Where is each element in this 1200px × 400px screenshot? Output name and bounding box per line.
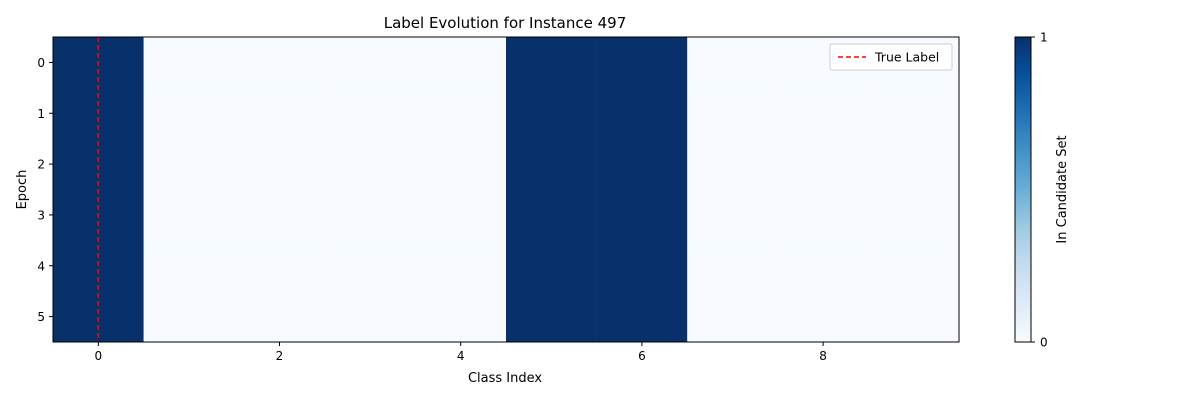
- heatmap-cell: [143, 37, 235, 89]
- y-tick-label: 5: [37, 310, 45, 324]
- legend-box: [829, 43, 953, 71]
- x-tick-label: 4: [457, 349, 465, 363]
- y-tick-label: 4: [37, 259, 45, 273]
- heatmap-cell: [596, 138, 688, 190]
- colorbar: 01 In Candidate Set: [1014, 31, 1070, 350]
- heatmap-cell: [234, 240, 326, 292]
- heatmap-cell: [777, 240, 869, 292]
- heatmap-cell: [868, 240, 960, 292]
- heatmap-cell: [324, 189, 416, 241]
- x-tick-label: 6: [638, 349, 646, 363]
- heatmap-cell: [596, 189, 688, 241]
- heatmap-cell: [506, 291, 597, 343]
- heatmap-cell: [234, 189, 326, 241]
- y-tick-label: 1: [37, 107, 45, 121]
- y-tick-label: 2: [37, 158, 45, 172]
- heatmap-cell: [777, 138, 869, 190]
- heatmap-cell: [868, 291, 960, 343]
- heatmap-cell: [596, 240, 688, 292]
- colorbar-label: In Candidate Set: [1055, 135, 1070, 243]
- heatmap-cell: [506, 240, 597, 292]
- heatmap-cell: [415, 37, 507, 89]
- heatmap-cell: [506, 189, 597, 241]
- colorbar-ticks: 01: [1031, 31, 1048, 350]
- heatmap-cell: [687, 37, 779, 89]
- x-tick-label: 2: [276, 349, 284, 363]
- colorbar-tick-label: 1: [1040, 31, 1048, 45]
- x-axis-ticks: 0 2 4 6 8: [94, 342, 827, 363]
- heatmap-cell: [506, 138, 597, 190]
- heatmap-cell: [868, 189, 960, 241]
- heatmap-cell: [687, 87, 779, 139]
- y-tick-label: 3: [37, 208, 45, 222]
- heatmap-cell: [777, 189, 869, 241]
- plot-frame: [52, 36, 960, 343]
- heatmap-cells: [53, 37, 960, 343]
- heatmap-cell: [777, 291, 869, 343]
- heatmap-cell: [143, 240, 235, 292]
- heatmap-cell: [687, 189, 779, 241]
- heatmap-cell: [324, 291, 416, 343]
- colorbar-gradient: [1014, 36, 1032, 343]
- heatmap-cell: [143, 87, 235, 139]
- heatmap-cell: [506, 87, 597, 139]
- heatmap-cell: [596, 291, 688, 343]
- heatmap-cell: [415, 138, 507, 190]
- heatmap-cell: [234, 37, 326, 89]
- heatmap-cell: [324, 240, 416, 292]
- x-tick-label: 0: [94, 349, 102, 363]
- colorbar-tick-label: 0: [1040, 336, 1048, 350]
- legend-label: True Label: [874, 50, 939, 65]
- heatmap-cell: [234, 138, 326, 190]
- heatmap-cell: [234, 87, 326, 139]
- y-axis-ticks: 0 1 2 3 4 5: [37, 56, 53, 324]
- heatmap-cell: [687, 240, 779, 292]
- heatmap-cell: [415, 240, 507, 292]
- heatmap-cell: [415, 291, 507, 343]
- heatmap-cell: [324, 37, 416, 89]
- heatmap-cell: [506, 37, 597, 89]
- heatmap-cell: [415, 87, 507, 139]
- heatmap-cell: [596, 87, 688, 139]
- heatmap-cell: [687, 291, 779, 343]
- legend: True Label: [829, 43, 953, 71]
- heatmap-cell: [777, 87, 869, 139]
- heatmap-cell: [234, 291, 326, 343]
- heatmap-cell: [143, 138, 235, 190]
- heatmap-cell: [868, 87, 960, 139]
- x-tick-label: 8: [819, 349, 827, 363]
- heatmap-cell: [324, 138, 416, 190]
- heatmap-cell: [415, 189, 507, 241]
- y-axis-label: Epoch: [15, 170, 30, 210]
- heatmap-cell: [596, 37, 688, 89]
- heatmap-cell: [687, 138, 779, 190]
- chart-title: Label Evolution for Instance 497: [384, 14, 627, 32]
- heatmap-cell: [324, 87, 416, 139]
- y-tick-label: 0: [37, 56, 45, 70]
- heatmap-cell: [143, 291, 235, 343]
- heatmap-cell: [143, 189, 235, 241]
- heatmap-cell: [868, 138, 960, 190]
- x-axis-label: Class Index: [468, 371, 542, 386]
